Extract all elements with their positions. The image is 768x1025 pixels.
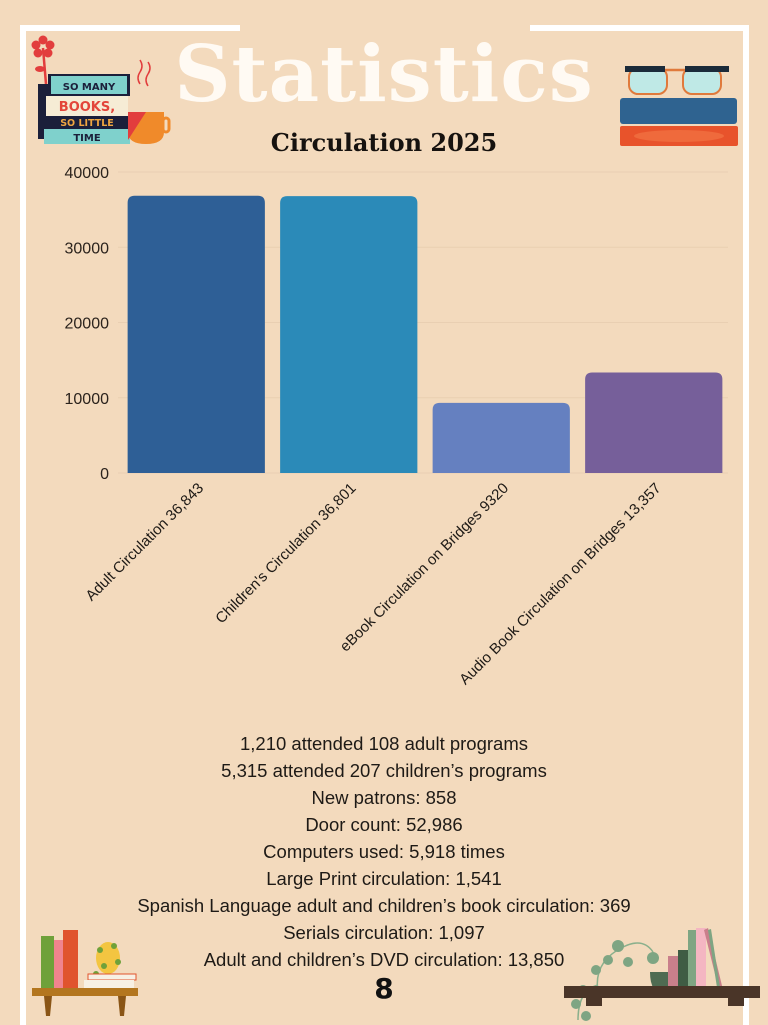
page-number: 8	[374, 972, 394, 1005]
shelf-icon	[564, 986, 760, 1006]
y-tick-label: 30000	[65, 240, 110, 257]
x-category-label: eBook Circulation on Bridges 9320	[337, 480, 512, 655]
shelf-icon	[32, 988, 138, 1016]
book-sign-line-1: SO MANY	[63, 82, 116, 93]
y-tick-label: 20000	[65, 316, 110, 333]
page-title: Statistics	[174, 29, 594, 120]
x-category-label: Adult Circulation 36,843	[82, 480, 207, 605]
frame-top-left-line	[20, 25, 240, 31]
coffee-mug-icon	[128, 59, 171, 144]
chart-title: Circulation 2025	[270, 128, 498, 157]
vine-plant-icon	[571, 940, 680, 1021]
stats-list: 1,210 attended 108 adult programs 5,315 a…	[0, 730, 768, 973]
glasses-and-books-illustration	[620, 66, 738, 146]
frame-top-right-line	[530, 25, 748, 31]
book-stack-icon	[620, 98, 738, 146]
bar-2	[432, 402, 570, 473]
y-tick-label: 40000	[65, 165, 110, 182]
book-sign-line-2: BOOKS,	[59, 100, 115, 115]
stat-line: Door count: 52,986	[305, 814, 463, 835]
frame-right-line	[743, 25, 749, 1025]
y-tick-label: 10000	[65, 391, 110, 408]
bar-chart: 0 10000 20000 30000 40000 Adult Circulation …	[65, 165, 728, 688]
bookshelf-plant-illustration	[32, 930, 138, 1016]
book-sign-line-4: TIME	[73, 133, 100, 144]
stat-line: Spanish Language adult and children’s bo…	[137, 895, 631, 916]
stat-line: Adult and children’s DVD circulation: 13…	[203, 949, 565, 970]
y-tick-label: 0	[100, 466, 109, 483]
books-icon	[41, 930, 78, 988]
bar-0	[127, 195, 265, 474]
stat-line: 1,210 attended 108 adult programs	[240, 733, 528, 754]
bar-3	[585, 372, 723, 473]
potted-plant-icon	[84, 942, 137, 988]
stat-line: Serials circulation: 1,097	[283, 922, 485, 943]
frame-left-line	[20, 25, 26, 1025]
stat-line: 5,315 attended 207 children’s programs	[221, 760, 547, 781]
shelf-vine-illustration	[564, 928, 760, 1021]
bar-1	[280, 196, 418, 473]
book-sign-line-3: SO LITTLE	[60, 118, 114, 129]
book-stack-icon: SO MANY BOOKS, SO LITTLE TIME	[38, 74, 130, 144]
books-and-mug-illustration: SO MANY BOOKS, SO LITTLE TIME	[31, 35, 171, 144]
stat-line: Computers used: 5,918 times	[263, 841, 505, 862]
x-category-label: Children's Circulation 36,801	[212, 480, 359, 627]
stat-line: Large Print circulation: 1,541	[266, 868, 502, 889]
flower-icon	[31, 35, 55, 85]
books-icon	[668, 928, 724, 994]
stat-line: New patrons: 858	[311, 787, 457, 808]
glasses-icon	[625, 66, 729, 95]
